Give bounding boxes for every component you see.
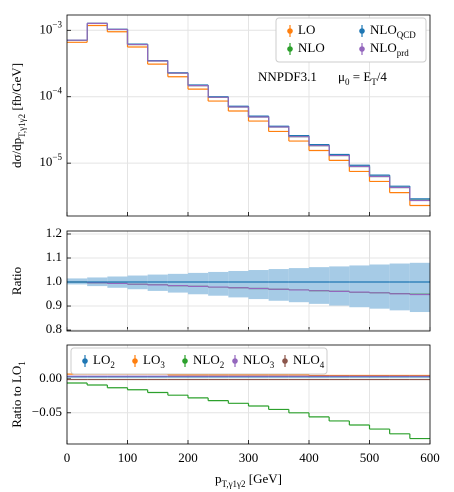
legend-label: NLO4 bbox=[293, 352, 325, 370]
legend-marker bbox=[232, 358, 238, 364]
legend-marker bbox=[132, 358, 138, 364]
annotation: μ0 = ET/4 bbox=[338, 69, 387, 87]
band bbox=[369, 264, 390, 309]
legend-marker bbox=[182, 358, 188, 364]
legend-label: LO2 bbox=[93, 352, 115, 370]
plot-frame bbox=[66, 230, 431, 332]
y-tick-label: 10−5 bbox=[39, 152, 62, 169]
legend-marker bbox=[359, 28, 365, 34]
band bbox=[67, 278, 88, 285]
legend-label: NLO3 bbox=[243, 352, 275, 370]
band bbox=[188, 272, 209, 295]
annotation: NNPDF3.1 bbox=[258, 69, 317, 84]
legend-marker bbox=[287, 46, 293, 52]
legend-label: LO bbox=[298, 22, 315, 37]
band bbox=[208, 271, 229, 296]
y-tick-label: 0.8 bbox=[46, 321, 62, 336]
legend-marker bbox=[359, 46, 365, 52]
band bbox=[309, 267, 330, 304]
band bbox=[389, 263, 410, 311]
x-tick-label: 300 bbox=[239, 450, 259, 465]
y-axis-label: dσ/dpT,γ1γ2 [fb/GeV] bbox=[9, 63, 27, 168]
panel: 0.8 0.9 1.0 1.1 1.2 Ratio bbox=[9, 225, 431, 336]
band bbox=[349, 265, 370, 308]
band bbox=[409, 262, 430, 313]
y-tick-label: 1.0 bbox=[46, 273, 62, 288]
legend-box bbox=[70, 347, 328, 375]
legend-marker bbox=[282, 358, 288, 364]
legend-label: NLO2 bbox=[193, 352, 224, 370]
legend-box bbox=[275, 17, 427, 63]
band bbox=[167, 273, 188, 293]
panel: 0 100 200 300 400 500 600 0.00 −0.05 LO2 LO3 NLO2 NL… bbox=[9, 344, 440, 489]
y-tick-label: 1.1 bbox=[46, 249, 62, 264]
legend-marker bbox=[82, 358, 88, 364]
x-tick-label: 200 bbox=[178, 450, 198, 465]
x-tick-label: 500 bbox=[360, 450, 380, 465]
band bbox=[288, 268, 309, 303]
band bbox=[329, 266, 350, 306]
legend-label: NLOQCD bbox=[370, 22, 416, 40]
x-tick-label: 400 bbox=[299, 450, 319, 465]
y-tick-label: −0.05 bbox=[32, 404, 62, 419]
plot-frame bbox=[66, 344, 431, 445]
y-tick-label: 1.2 bbox=[46, 225, 62, 240]
x-tick-label: 100 bbox=[118, 450, 138, 465]
y-axis-label: Ratio bbox=[9, 267, 24, 295]
legend-marker bbox=[287, 28, 293, 34]
x-axis-label: pT,γ1γ2 [GeV] bbox=[215, 471, 282, 489]
legend-label: LO3 bbox=[143, 352, 165, 370]
y-tick-label: 0.9 bbox=[46, 297, 62, 312]
band bbox=[268, 269, 289, 301]
plot-frame bbox=[66, 14, 431, 217]
y-axis-label: Ratio to LO1 bbox=[9, 361, 27, 428]
band bbox=[147, 274, 168, 291]
legend-label: NLO bbox=[298, 40, 325, 55]
band bbox=[248, 270, 269, 300]
legend-label: NLOprd bbox=[370, 40, 409, 58]
band bbox=[228, 270, 249, 298]
x-tick-label: 0 bbox=[64, 450, 71, 465]
y-tick-label: 10−4 bbox=[39, 86, 62, 103]
y-tick-label: 10−3 bbox=[39, 19, 62, 36]
x-tick-label: 600 bbox=[420, 450, 440, 465]
y-tick-label: 0.00 bbox=[39, 370, 62, 385]
